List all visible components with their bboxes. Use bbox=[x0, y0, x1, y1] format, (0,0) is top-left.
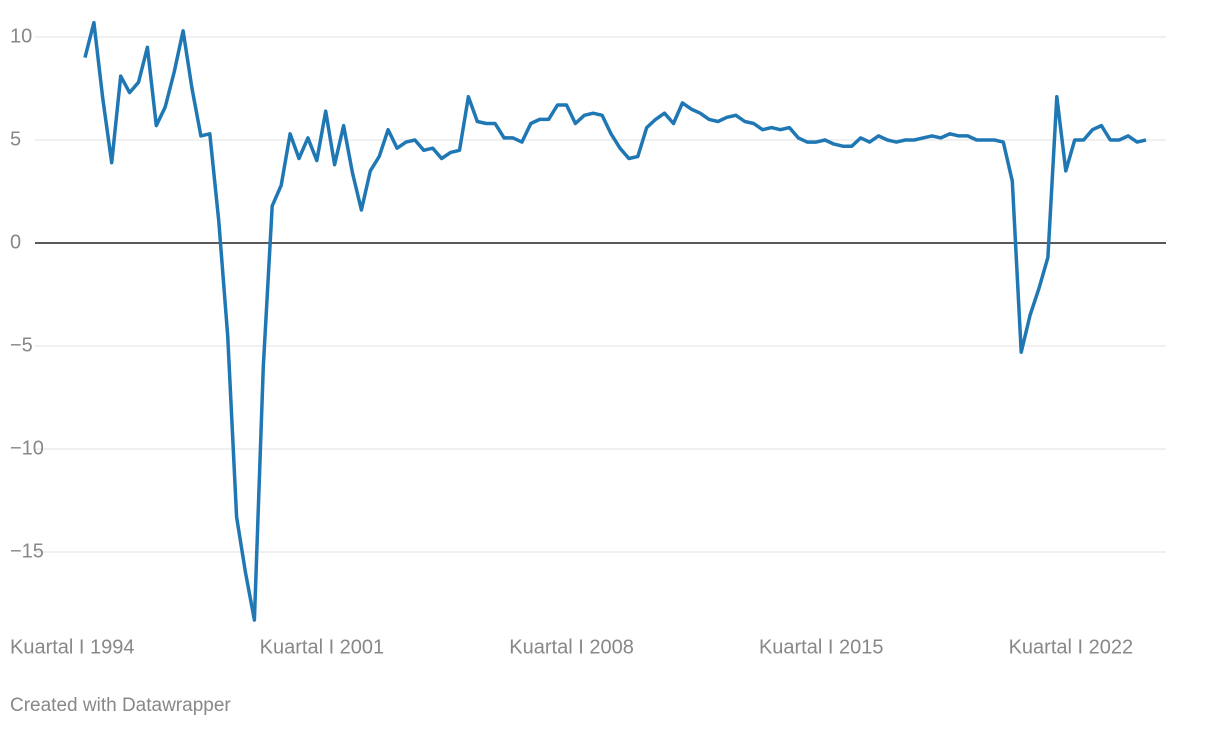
y-tick-label: −15 bbox=[10, 540, 44, 562]
y-tick-label: 5 bbox=[10, 128, 21, 150]
x-tick-label: Kuartal I 2008 bbox=[509, 636, 634, 658]
y-tick-label: −10 bbox=[10, 437, 44, 459]
y-tick-label: −5 bbox=[10, 334, 33, 356]
x-tick-label: Kuartal I 2001 bbox=[260, 636, 385, 658]
x-tick-label: Kuartal I 1994 bbox=[10, 636, 135, 658]
line bbox=[83, 20, 1147, 622]
y-tick-label: 10 bbox=[10, 25, 32, 47]
footer: Created with Datawrapper bbox=[10, 695, 231, 716]
y-tick-label: 0 bbox=[10, 231, 21, 253]
x-tick-label: Kuartal I 2015 bbox=[759, 636, 884, 658]
x-tick-label: Kuartal I 2022 bbox=[1009, 636, 1134, 658]
